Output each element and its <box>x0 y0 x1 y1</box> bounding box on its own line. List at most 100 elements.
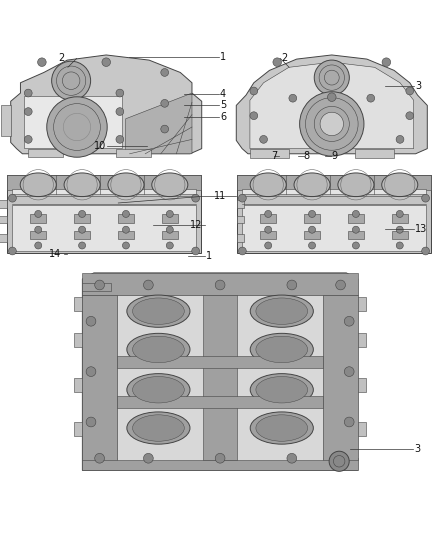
Circle shape <box>144 454 153 463</box>
Circle shape <box>116 108 124 116</box>
Text: 1: 1 <box>206 251 212 261</box>
Bar <box>82 295 117 461</box>
Circle shape <box>238 247 246 255</box>
Circle shape <box>8 247 16 255</box>
Circle shape <box>396 226 403 233</box>
Bar <box>348 214 364 223</box>
Circle shape <box>250 87 258 95</box>
Circle shape <box>273 58 282 67</box>
Circle shape <box>308 226 315 233</box>
Circle shape <box>344 417 354 427</box>
Polygon shape <box>0 215 7 223</box>
Circle shape <box>250 112 258 119</box>
Bar <box>348 231 364 239</box>
Text: 12: 12 <box>190 220 202 230</box>
Text: 5: 5 <box>220 100 226 110</box>
Circle shape <box>123 211 130 217</box>
Polygon shape <box>82 273 358 470</box>
Polygon shape <box>11 55 202 154</box>
Circle shape <box>367 94 374 102</box>
Ellipse shape <box>152 173 188 197</box>
Ellipse shape <box>20 173 56 197</box>
Circle shape <box>353 211 360 217</box>
Polygon shape <box>358 297 367 311</box>
Circle shape <box>86 417 96 427</box>
Ellipse shape <box>127 295 190 327</box>
Text: 10: 10 <box>94 141 106 151</box>
Circle shape <box>35 226 42 233</box>
Circle shape <box>353 226 360 233</box>
Polygon shape <box>237 200 244 208</box>
Ellipse shape <box>250 173 286 197</box>
Polygon shape <box>0 200 7 208</box>
Ellipse shape <box>338 173 374 197</box>
Ellipse shape <box>256 298 307 325</box>
Circle shape <box>95 454 105 463</box>
Text: 8: 8 <box>304 151 310 161</box>
Circle shape <box>25 108 32 116</box>
Text: 3: 3 <box>414 444 420 454</box>
Circle shape <box>161 69 169 76</box>
Circle shape <box>336 280 346 290</box>
Text: 2: 2 <box>282 53 288 63</box>
Circle shape <box>344 367 354 376</box>
Text: 13: 13 <box>415 224 427 234</box>
Circle shape <box>123 226 130 233</box>
Polygon shape <box>358 422 367 436</box>
Circle shape <box>78 242 85 249</box>
Circle shape <box>396 211 403 217</box>
Ellipse shape <box>127 333 190 366</box>
Bar <box>31 214 46 223</box>
Bar <box>7 174 201 253</box>
Circle shape <box>8 194 16 202</box>
Bar <box>242 205 426 251</box>
Polygon shape <box>0 233 7 241</box>
Circle shape <box>38 58 46 67</box>
Ellipse shape <box>250 295 313 327</box>
Circle shape <box>25 89 32 97</box>
Text: 3: 3 <box>415 81 421 91</box>
Polygon shape <box>82 283 111 291</box>
Circle shape <box>215 454 225 463</box>
Polygon shape <box>74 422 82 436</box>
Circle shape <box>289 94 297 102</box>
Circle shape <box>396 135 404 143</box>
Bar <box>82 273 358 295</box>
Circle shape <box>161 125 169 133</box>
Bar <box>12 190 196 194</box>
Circle shape <box>396 242 403 249</box>
Circle shape <box>25 135 32 143</box>
Circle shape <box>422 194 430 202</box>
Circle shape <box>265 211 272 217</box>
Ellipse shape <box>64 173 100 197</box>
Circle shape <box>308 242 315 249</box>
Bar <box>74 231 90 239</box>
Circle shape <box>329 451 349 471</box>
Circle shape <box>336 454 346 463</box>
Bar <box>392 231 407 239</box>
Ellipse shape <box>127 412 190 444</box>
Text: 7: 7 <box>272 151 278 161</box>
Bar <box>118 214 134 223</box>
Circle shape <box>52 61 91 100</box>
Polygon shape <box>358 333 367 348</box>
Circle shape <box>192 194 200 202</box>
Circle shape <box>86 317 96 326</box>
Text: 1: 1 <box>220 52 226 62</box>
Bar <box>261 214 276 223</box>
Circle shape <box>123 242 130 249</box>
Polygon shape <box>250 62 413 149</box>
Polygon shape <box>74 333 82 348</box>
Bar <box>261 231 276 239</box>
Circle shape <box>166 226 173 233</box>
Circle shape <box>422 247 430 255</box>
Bar <box>242 190 426 194</box>
Bar <box>237 174 431 190</box>
Circle shape <box>116 89 124 97</box>
Ellipse shape <box>133 336 184 362</box>
Polygon shape <box>1 106 11 136</box>
Ellipse shape <box>256 336 307 362</box>
Circle shape <box>308 211 315 217</box>
Bar <box>25 96 122 148</box>
Bar <box>162 214 177 223</box>
